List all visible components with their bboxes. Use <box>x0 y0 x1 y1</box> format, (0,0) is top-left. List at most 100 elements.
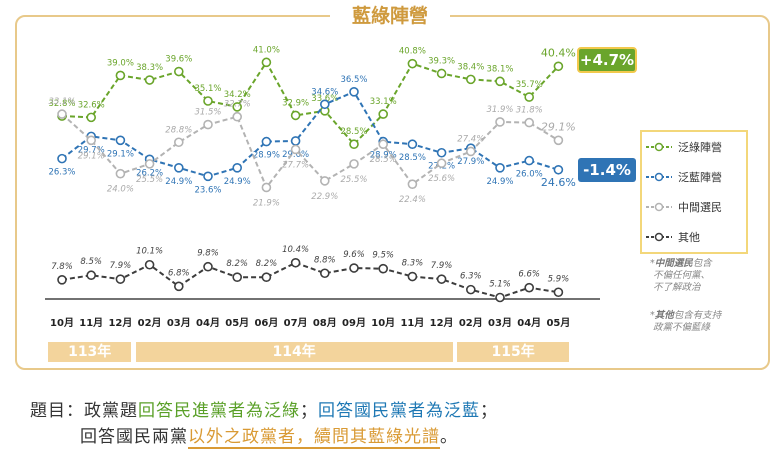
point-s0-17 <box>553 61 564 72</box>
point-s1-8 <box>290 136 301 146</box>
data-label-s2-0: 33.1% <box>48 97 75 107</box>
point-s3-5 <box>203 261 213 272</box>
x-tick-0: 10月 <box>50 317 74 329</box>
chart-title: 藍綠陣營 <box>330 4 450 28</box>
x-tick-7: 06月 <box>254 317 278 329</box>
data-label-s2-15: 31.9% <box>486 105 513 115</box>
point-s0-12 <box>407 58 418 69</box>
point-s3-6 <box>232 272 242 282</box>
point-s1-0 <box>57 153 67 164</box>
legend-item-0: 泛綠陣營 <box>642 132 746 162</box>
data-label-s3-13: 7.9% <box>431 261 453 271</box>
series-line-2 <box>61 113 559 190</box>
point-s2-0 <box>57 109 67 119</box>
point-s3-14 <box>465 284 476 295</box>
point-s3-7 <box>261 272 272 282</box>
footer-line-1: 題目：政黨題回答民進黨者為泛綠；回答國民黨者為泛藍； <box>30 398 498 424</box>
data-label-s2-1: 29.1% <box>78 151 105 161</box>
series-line-1 <box>61 90 559 178</box>
footer-segment: 題目：政黨題 <box>30 401 138 421</box>
point-s3-12 <box>407 271 418 282</box>
data-label-s3-14: 6.3% <box>460 272 482 282</box>
legend-item-1: 泛藍陣營 <box>642 162 746 192</box>
point-s2-11 <box>378 139 389 150</box>
legend-label: 中間選民 <box>678 201 722 214</box>
footer-segment: 以外之政黨者，續問其藍綠光譜 <box>188 427 440 449</box>
note-middle-text: 包含 <box>692 258 712 269</box>
year-band-1: 114年 <box>135 342 453 362</box>
point-s2-6 <box>232 111 242 122</box>
data-label-s1-10: 36.5% <box>340 75 367 85</box>
data-label-s0-11: 33.1% <box>370 97 397 107</box>
point-s2-15 <box>495 117 505 127</box>
data-label-s3-8: 10.4% <box>282 245 309 255</box>
point-s3-9 <box>319 268 330 279</box>
point-s0-8 <box>290 110 301 121</box>
year-band-0: 113年 <box>48 342 132 362</box>
data-label-s0-10: 28.5% <box>340 127 367 137</box>
data-label-s2-4: 28.8% <box>165 125 192 135</box>
x-tick-2: 12月 <box>108 317 132 329</box>
legend-item-3: 其他 <box>642 222 746 252</box>
point-s3-15 <box>495 292 505 303</box>
data-label-s1-14: 27.9% <box>457 157 484 167</box>
x-tick-15: 03月 <box>488 317 512 329</box>
point-s0-1 <box>86 112 96 123</box>
data-label-s1-17: 24.6% <box>541 176 576 189</box>
point-s3-1 <box>86 270 96 281</box>
legend-label: 泛藍陣營 <box>678 171 722 184</box>
point-s1-7 <box>261 136 272 147</box>
point-s1-13 <box>436 147 447 158</box>
x-tick-13: 12月 <box>430 317 454 329</box>
data-label-s3-16: 6.6% <box>518 270 540 280</box>
data-label-s2-6: 32.7% <box>224 100 251 110</box>
point-s1-12 <box>407 139 418 150</box>
point-s1-5 <box>203 171 213 182</box>
data-label-s0-14: 38.4% <box>457 62 484 72</box>
data-label-s1-0: 26.3% <box>48 168 75 178</box>
data-label-s1-12: 28.5% <box>399 153 426 163</box>
x-tick-14: 02月 <box>459 317 483 329</box>
data-label-s3-17: 5.9% <box>548 274 570 284</box>
data-label-s1-7: 28.9% <box>253 151 280 161</box>
data-label-s1-5: 23.6% <box>194 185 221 195</box>
data-label-s2-2: 24.0% <box>107 185 134 195</box>
point-s2-16 <box>524 117 535 128</box>
data-label-s1-15: 24.9% <box>486 177 513 187</box>
data-label-s1-1: 29.7% <box>78 145 105 155</box>
note-middle-line1: 不偏任何黨、 <box>653 270 711 281</box>
note-middle-term: 中間選民 <box>654 258 693 269</box>
data-label-s3-6: 8.2% <box>226 259 248 269</box>
point-s0-10 <box>349 139 359 150</box>
data-label-s2-10: 25.5% <box>340 175 367 185</box>
point-s1-9 <box>319 99 330 110</box>
change-badge-0 <box>577 47 637 73</box>
footer-segment: 。 <box>440 427 458 447</box>
point-s2-12 <box>407 179 418 189</box>
data-label-s2-8: 27.7% <box>282 160 309 170</box>
x-tick-17: 05月 <box>546 317 570 329</box>
data-label-s3-9: 8.8% <box>314 255 336 265</box>
data-label-s0-4: 39.6% <box>165 55 192 65</box>
note-middle-voters: *中間選民包含 不偏任何黨、 不了解政治 <box>650 258 712 293</box>
x-tick-16: 04月 <box>517 317 541 329</box>
data-label-s2-9: 22.9% <box>311 192 338 202</box>
data-label-s0-17: 40.4% <box>541 46 576 59</box>
data-label-s0-7: 41.0% <box>253 45 280 55</box>
point-s3-8 <box>290 257 301 268</box>
x-tick-11: 10月 <box>371 317 395 329</box>
year-band-2: 115年 <box>456 342 570 362</box>
data-label-s1-8: 29.0% <box>282 150 309 160</box>
data-label-s3-0: 7.8% <box>51 262 73 272</box>
point-s2-9 <box>319 176 330 186</box>
point-s2-5 <box>203 119 213 130</box>
legend-label: 其他 <box>678 231 700 244</box>
x-tick-6: 05月 <box>225 317 249 329</box>
legend-swatch <box>646 142 672 152</box>
series-line-0 <box>61 60 560 146</box>
series-line-3 <box>61 261 559 299</box>
data-label-s0-13: 39.3% <box>428 56 455 66</box>
data-label-s2-13: 25.6% <box>428 174 455 184</box>
footer-segment: ； <box>480 401 498 421</box>
point-s1-16 <box>524 155 535 166</box>
